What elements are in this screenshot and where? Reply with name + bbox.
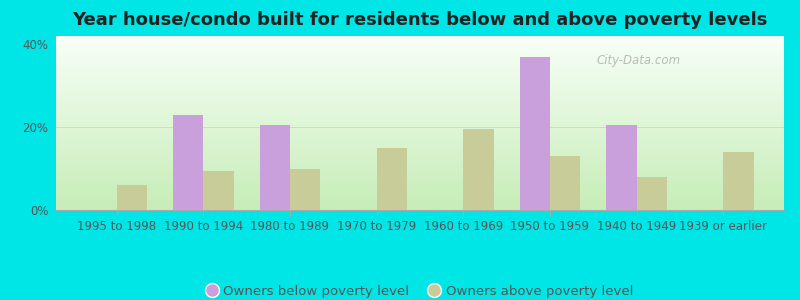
Legend: Owners below poverty level, Owners above poverty level: Owners below poverty level, Owners above… <box>200 278 640 300</box>
Bar <box>203 171 234 210</box>
Bar <box>260 125 290 210</box>
Text: City-Data.com: City-Data.com <box>596 54 681 67</box>
Title: Year house/condo built for residents below and above poverty levels: Year house/condo built for residents bel… <box>72 11 768 29</box>
Bar <box>377 148 407 210</box>
Bar <box>723 152 754 210</box>
Bar <box>637 177 667 210</box>
Bar <box>173 115 203 210</box>
Bar <box>117 185 147 210</box>
Bar <box>520 57 550 210</box>
Bar <box>290 169 320 210</box>
Bar <box>463 129 494 210</box>
Bar <box>606 125 637 210</box>
Bar <box>550 156 580 210</box>
